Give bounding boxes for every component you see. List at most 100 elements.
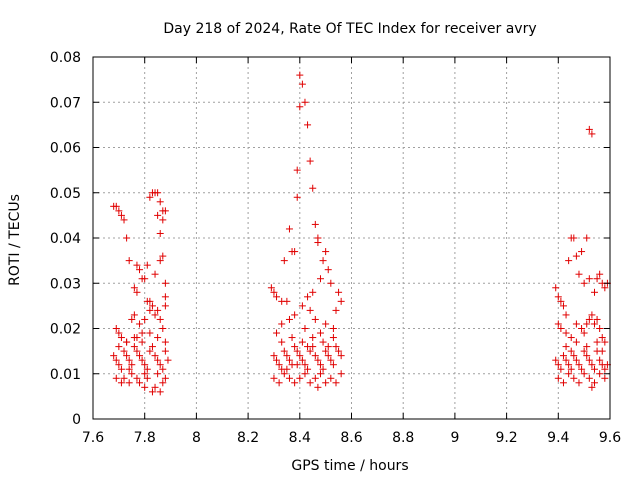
data-point — [117, 379, 125, 387]
data-point — [273, 329, 281, 337]
data-point — [278, 320, 286, 328]
data-point — [148, 343, 156, 351]
data-point — [136, 379, 144, 387]
data-point — [309, 334, 317, 342]
data-point — [291, 343, 299, 351]
x-tick-label: 9.6 — [599, 430, 621, 446]
data-point — [293, 193, 301, 201]
data-point — [572, 338, 580, 346]
y-axis-label: ROTI / TECUs — [7, 194, 23, 286]
data-point — [146, 347, 154, 355]
data-point — [309, 288, 317, 296]
data-point — [141, 383, 149, 391]
data-point — [588, 361, 596, 369]
data-point — [559, 352, 567, 360]
data-point — [123, 352, 131, 360]
data-point — [123, 234, 131, 242]
data-point — [275, 361, 283, 369]
x-tick-label: 7.8 — [134, 430, 156, 446]
data-point — [112, 374, 120, 382]
data-point — [112, 325, 120, 332]
data-point — [159, 325, 167, 332]
data-point — [596, 325, 604, 332]
data-point — [296, 352, 304, 360]
data-point — [565, 361, 573, 369]
data-point — [156, 257, 164, 265]
data-point — [580, 329, 588, 337]
data-point — [293, 166, 301, 174]
data-point — [585, 315, 593, 323]
data-point — [293, 361, 301, 369]
data-point — [314, 239, 322, 247]
data-point — [559, 379, 567, 387]
data-point — [324, 352, 332, 360]
data-point — [554, 293, 562, 301]
data-point — [304, 121, 312, 129]
data-point — [316, 329, 324, 337]
data-point — [125, 356, 133, 364]
y-tick-label: 0 — [72, 412, 81, 428]
data-point — [141, 361, 149, 369]
data-point — [335, 347, 343, 355]
data-point — [285, 356, 293, 364]
data-point — [156, 388, 164, 396]
data-point — [148, 302, 156, 310]
data-point — [133, 347, 141, 355]
data-point — [164, 356, 172, 364]
data-point — [159, 379, 167, 387]
y-tick-label: 0.03 — [50, 276, 81, 292]
data-point — [123, 338, 131, 346]
data-point — [329, 334, 337, 342]
data-point — [161, 347, 169, 355]
x-tick-label: 8.2 — [237, 430, 259, 446]
data-point — [138, 329, 146, 337]
data-point — [578, 248, 586, 256]
data-point — [112, 202, 120, 210]
data-point — [559, 302, 567, 310]
y-tick-label: 0.02 — [50, 322, 81, 338]
data-point — [301, 325, 309, 332]
data-point — [562, 311, 570, 319]
data-point — [293, 347, 301, 355]
data-point — [588, 383, 596, 391]
data-point — [141, 315, 149, 323]
data-point — [572, 252, 580, 260]
data-point — [322, 248, 330, 256]
x-axis-label: GPS time / hours — [291, 458, 408, 474]
data-point — [117, 365, 125, 373]
data-point — [133, 288, 141, 296]
data-point — [156, 198, 164, 206]
data-point — [332, 306, 340, 314]
data-point — [161, 207, 169, 215]
data-point — [151, 352, 159, 360]
data-point — [552, 284, 560, 292]
data-point — [567, 347, 575, 355]
data-point — [593, 275, 601, 283]
data-point — [319, 338, 327, 346]
data-point — [554, 374, 562, 382]
data-point — [130, 343, 138, 351]
y-tick-label: 0.06 — [50, 141, 81, 157]
data-point — [327, 374, 335, 382]
data-point — [337, 352, 345, 360]
data-point — [161, 302, 169, 310]
x-tick-label: 8.8 — [392, 430, 414, 446]
y-tick-label: 0.08 — [50, 50, 81, 66]
data-point — [583, 352, 591, 360]
data-point — [585, 374, 593, 382]
data-point — [270, 288, 278, 296]
data-point — [151, 383, 159, 391]
data-point — [117, 334, 125, 342]
data-point — [562, 329, 570, 337]
data-point — [125, 379, 133, 387]
data-point — [306, 347, 314, 355]
data-point — [337, 370, 345, 378]
data-point — [596, 370, 604, 378]
data-point — [159, 252, 167, 260]
x-tick-label: 8.4 — [289, 430, 311, 446]
data-point — [596, 356, 604, 364]
data-point — [601, 365, 609, 373]
data-point — [120, 374, 128, 382]
data-point — [298, 302, 306, 310]
